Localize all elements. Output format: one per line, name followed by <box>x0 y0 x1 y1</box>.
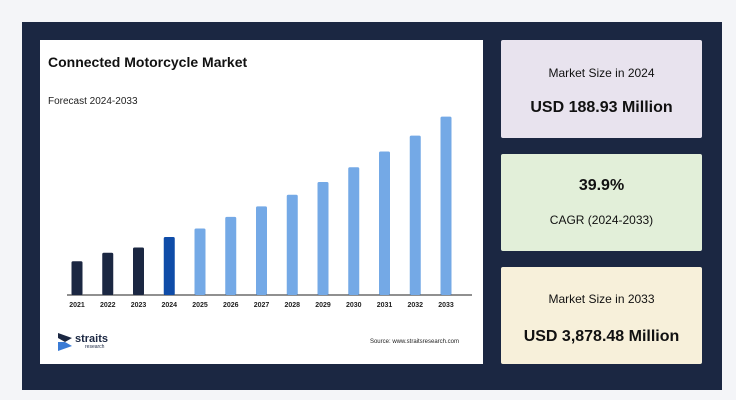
tick-label-2033: 2033 <box>438 302 454 309</box>
straits-logo-icon <box>58 333 72 351</box>
market-size-2024-card: Market Size in 2024 USD 188.93 Million <box>501 40 702 138</box>
tick-label-2026: 2026 <box>223 302 239 309</box>
tick-label-2031: 2031 <box>377 302 393 309</box>
straits-logo: straits research <box>58 330 108 354</box>
market-size-2033-label: Market Size in 2033 <box>548 292 655 306</box>
tick-label-2027: 2027 <box>254 302 270 309</box>
bar-chart: 2021 2022 2023 2024 2025 2026 2027 2028 2029 2030… <box>67 116 472 309</box>
market-size-2024-label: Market Size in 2024 <box>548 66 655 80</box>
bar-2030 <box>348 167 360 295</box>
tick-label-2032: 2032 <box>407 302 423 309</box>
bar-2022 <box>102 252 114 295</box>
market-size-2033-card: Market Size in 2033 USD 3,878.48 Million <box>501 267 702 364</box>
cagr-label: CAGR (2024-2033) <box>549 213 654 227</box>
cagr-card: 39.9% CAGR (2024-2033) <box>501 154 702 251</box>
bar-2029 <box>317 182 329 295</box>
bar-2021 <box>71 261 83 295</box>
tick-label-2024: 2024 <box>161 302 177 309</box>
tick-label-2030: 2030 <box>346 302 362 309</box>
logo-name: straits <box>75 333 109 345</box>
bar-2028 <box>286 194 298 295</box>
logo-sub: research <box>85 344 105 350</box>
tick-label-2021: 2021 <box>69 302 85 309</box>
source-note: Source: www.straitsresearch.com <box>369 339 459 345</box>
bar-2025 <box>194 228 206 295</box>
bar-2024 <box>163 236 175 295</box>
bar-2027 <box>256 206 267 295</box>
bar-2023 <box>133 247 144 295</box>
cagr-value: 39.9% <box>578 177 625 194</box>
bar-2031 <box>379 151 390 295</box>
market-size-2033-value: USD 3,878.48 Million <box>523 328 680 345</box>
chart-subtitle: Forecast 2024-2033 <box>48 96 138 107</box>
tick-label-2025: 2025 <box>192 302 208 309</box>
tick-label-2022: 2022 <box>100 302 116 309</box>
tick-label-2029: 2029 <box>315 302 331 309</box>
market-size-2024-value: USD 188.93 Million <box>530 99 673 116</box>
chart-panel: Connected Motorcycle Market Forecast 202… <box>40 40 483 364</box>
bar-2033 <box>440 116 452 295</box>
tick-label-2028: 2028 <box>284 302 300 309</box>
bar-2026 <box>225 216 237 295</box>
tick-label-2023: 2023 <box>131 302 147 309</box>
bar-2032 <box>409 135 421 295</box>
chart-title: Connected Motorcycle Market <box>48 54 248 70</box>
